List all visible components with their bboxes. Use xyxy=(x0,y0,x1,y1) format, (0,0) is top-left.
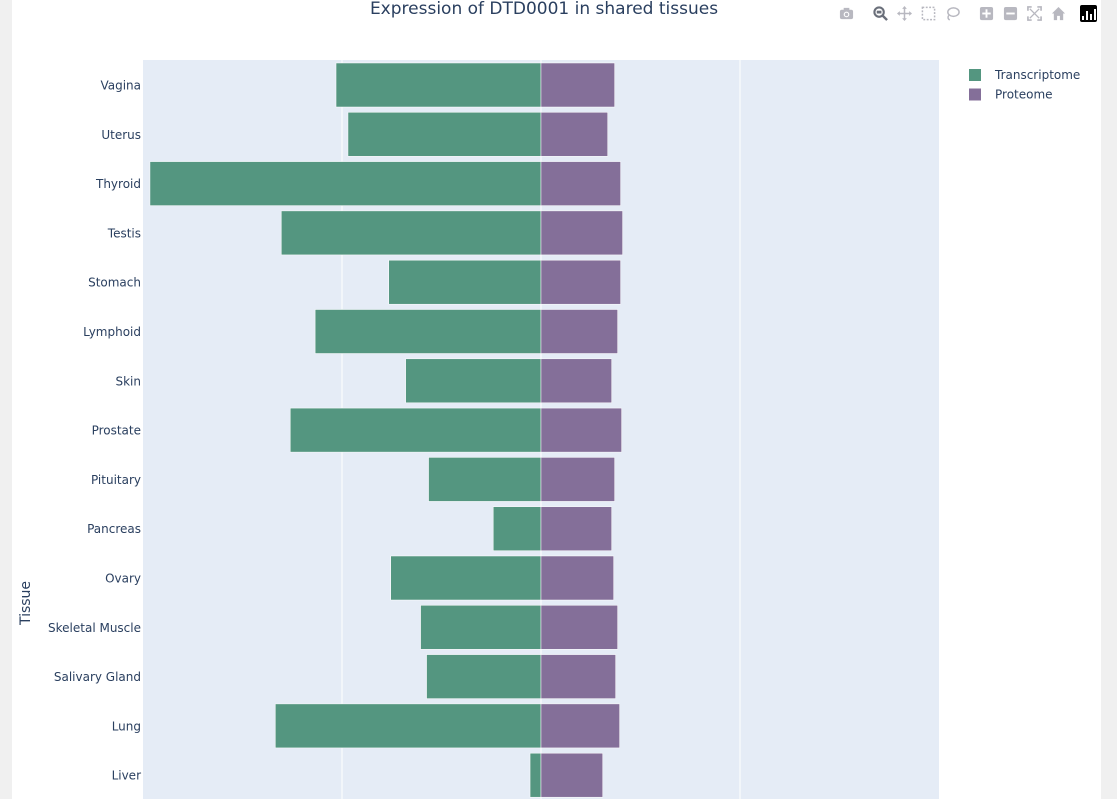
bar-proteome-pituitary[interactable] xyxy=(540,457,615,502)
bar-proteome-salivary-gland[interactable] xyxy=(540,654,616,699)
bar-proteome-pancreas[interactable] xyxy=(540,506,612,551)
bar-transcriptome-stomach[interactable] xyxy=(388,259,542,305)
camera-icon[interactable] xyxy=(837,4,855,22)
bar-transcriptome-uterus[interactable] xyxy=(347,112,542,157)
y-tick-label: Testis xyxy=(107,226,141,240)
chart-svg: Vagina Uterus Thyroid Testis Stomach Lymphoid… xyxy=(18,0,1080,799)
zoom-in-icon[interactable] xyxy=(977,4,995,22)
zoom-icon[interactable] xyxy=(871,4,889,22)
legend-label: Proteome xyxy=(995,88,1053,102)
autoscale-icon[interactable] xyxy=(1025,4,1043,22)
bar-proteome-stomach[interactable] xyxy=(540,259,621,305)
chart-title: Expression of DTD0001 in shared tissues xyxy=(370,0,718,19)
bar-transcriptome-vagina[interactable] xyxy=(335,62,542,108)
bar-proteome-thyroid[interactable] xyxy=(540,161,621,206)
legend: Transcriptome Proteome xyxy=(969,68,1080,102)
bar-proteome-lymphoid[interactable] xyxy=(540,309,618,354)
y-tick-label: Prostate xyxy=(92,424,141,438)
y-tick-label: Skeletal Muscle xyxy=(48,621,141,635)
y-tick-label: Liver xyxy=(112,769,142,783)
bar-transcriptome-salivary-gland[interactable] xyxy=(426,654,542,699)
y-tick-label: Pituitary xyxy=(91,473,141,487)
bar-proteome-uterus[interactable] xyxy=(540,112,608,157)
y-tick-label: Pancreas xyxy=(87,522,141,536)
plotly-logo[interactable] xyxy=(1080,4,1097,22)
y-tick-labels: Vagina Uterus Thyroid Testis Stomach Lymphoid… xyxy=(48,79,141,783)
bar-transcriptome-lymphoid[interactable] xyxy=(314,309,542,354)
box-select-icon[interactable] xyxy=(919,4,937,22)
chart-container: Vagina Uterus Thyroid Testis Stomach Lymphoid… xyxy=(12,0,1101,799)
bar-transcriptome-ovary[interactable] xyxy=(390,555,542,601)
bar-transcriptome-thyroid[interactable] xyxy=(149,161,542,206)
bar-transcriptome-testis[interactable] xyxy=(281,210,542,256)
bar-proteome-prostate[interactable] xyxy=(540,407,622,453)
y-tick-label: Ovary xyxy=(105,572,141,586)
legend-swatch xyxy=(969,69,981,81)
legend-label: Transcriptome xyxy=(994,68,1080,82)
y-tick-label: Uterus xyxy=(101,128,141,142)
y-tick-label: Stomach xyxy=(88,276,141,290)
legend-item-transcriptome[interactable]: Transcriptome xyxy=(969,68,1080,82)
bar-transcriptome-pancreas[interactable] xyxy=(492,506,542,551)
bar-proteome-lung[interactable] xyxy=(540,703,620,749)
bar-proteome-skeletal-muscle[interactable] xyxy=(540,605,618,650)
legend-item-proteome[interactable]: Proteome xyxy=(969,88,1053,102)
bar-proteome-liver[interactable] xyxy=(540,752,603,798)
bar-proteome-testis[interactable] xyxy=(540,210,623,256)
y-tick-label: Salivary Gland xyxy=(54,670,141,684)
bar-transcriptome-skeletal-muscle[interactable] xyxy=(420,605,542,650)
reset-axes-icon[interactable] xyxy=(1049,4,1067,22)
y-tick-label: Lymphoid xyxy=(83,325,141,339)
bar-transcriptome-pituitary[interactable] xyxy=(428,457,542,502)
bar-transcriptome-liver[interactable] xyxy=(529,752,542,798)
pan-icon[interactable] xyxy=(895,4,913,22)
y-tick-label: Thyroid xyxy=(95,177,141,191)
modebar xyxy=(824,4,1097,22)
bar-transcriptome-lung[interactable] xyxy=(275,703,542,749)
bar-proteome-ovary[interactable] xyxy=(540,555,614,601)
y-tick-label: Skin xyxy=(115,374,141,388)
legend-swatch xyxy=(969,88,981,101)
y-tick-label: Lung xyxy=(112,719,141,733)
bars xyxy=(149,62,623,798)
lasso-icon[interactable] xyxy=(943,4,961,22)
y-axis-title: Tissue xyxy=(18,581,34,626)
zoom-out-icon[interactable] xyxy=(1001,4,1019,22)
bar-transcriptome-prostate[interactable] xyxy=(290,407,542,453)
bar-proteome-skin[interactable] xyxy=(540,358,612,404)
bar-transcriptome-skin[interactable] xyxy=(405,358,542,404)
y-tick-label: Vagina xyxy=(100,79,141,93)
bar-proteome-vagina[interactable] xyxy=(540,62,615,108)
